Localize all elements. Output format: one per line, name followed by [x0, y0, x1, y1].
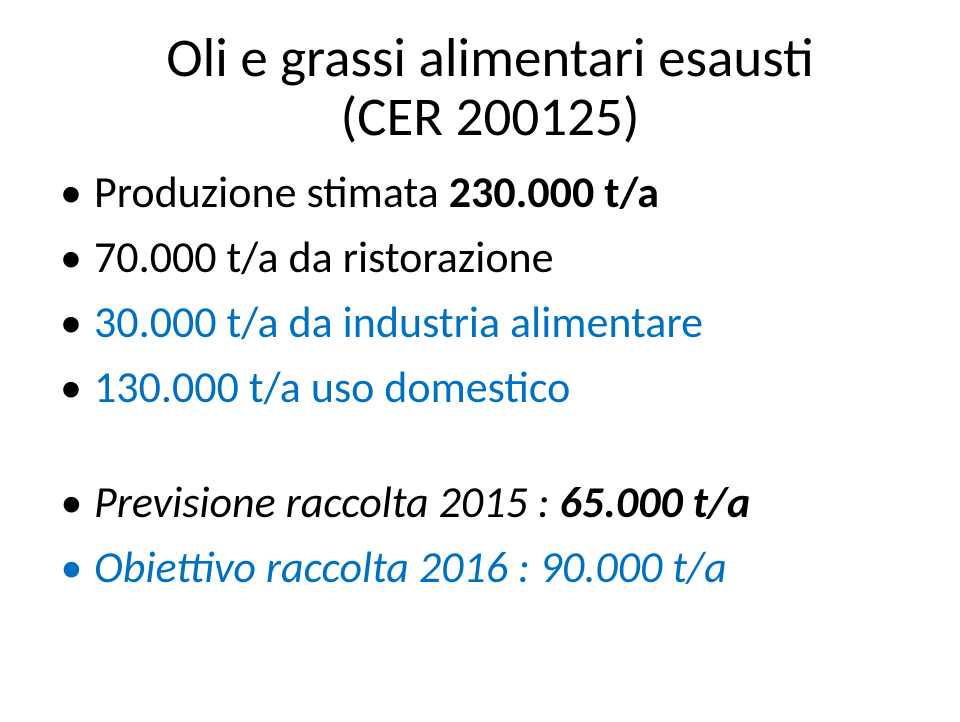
bullet-list-2: Previsione raccolta 2015 : 65.000 t/a Ob… [60, 475, 920, 595]
bullet-text: 70.000 t/a da ristorazione [94, 230, 554, 284]
bullet-list: Produzione stimata 230.000 t/a 70.000 t/… [60, 165, 920, 415]
bullet-bold: 230.000 t/a [449, 165, 659, 219]
bullet-text-blue: 130.000 t/a uso domestico [94, 360, 570, 414]
slide: Oli e grassi alimentari esausti (CER 200… [0, 0, 960, 722]
bullet-text-blue: 30.000 t/a da industria alimentare [94, 295, 703, 349]
slide-title: Oli e grassi alimentari esausti (CER 200… [60, 28, 920, 147]
bullet-text: Produzione stimata [94, 165, 449, 219]
bullet-text: Previsione raccolta 2015 : [94, 475, 559, 529]
bullet-item: 30.000 t/a da industria alimentare [60, 295, 920, 350]
title-line-1: Oli e grassi alimentari esausti [166, 24, 814, 91]
bullet-item: Previsione raccolta 2015 : 65.000 t/a [60, 475, 920, 530]
bullet-bold: 65.000 t/a [559, 475, 750, 529]
bullet-item: 70.000 t/a da ristorazione [60, 230, 920, 285]
bullet-item: Produzione stimata 230.000 t/a [60, 165, 920, 220]
spacer [60, 425, 920, 475]
bullet-text-blue: Obiettivo raccolta 2016 : 90.000 t/a [94, 540, 727, 594]
bullet-item: 130.000 t/a uso domestico [60, 360, 920, 415]
bullet-item: Obiettivo raccolta 2016 : 90.000 t/a [60, 540, 920, 595]
title-line-2: (CER 200125) [340, 83, 639, 150]
